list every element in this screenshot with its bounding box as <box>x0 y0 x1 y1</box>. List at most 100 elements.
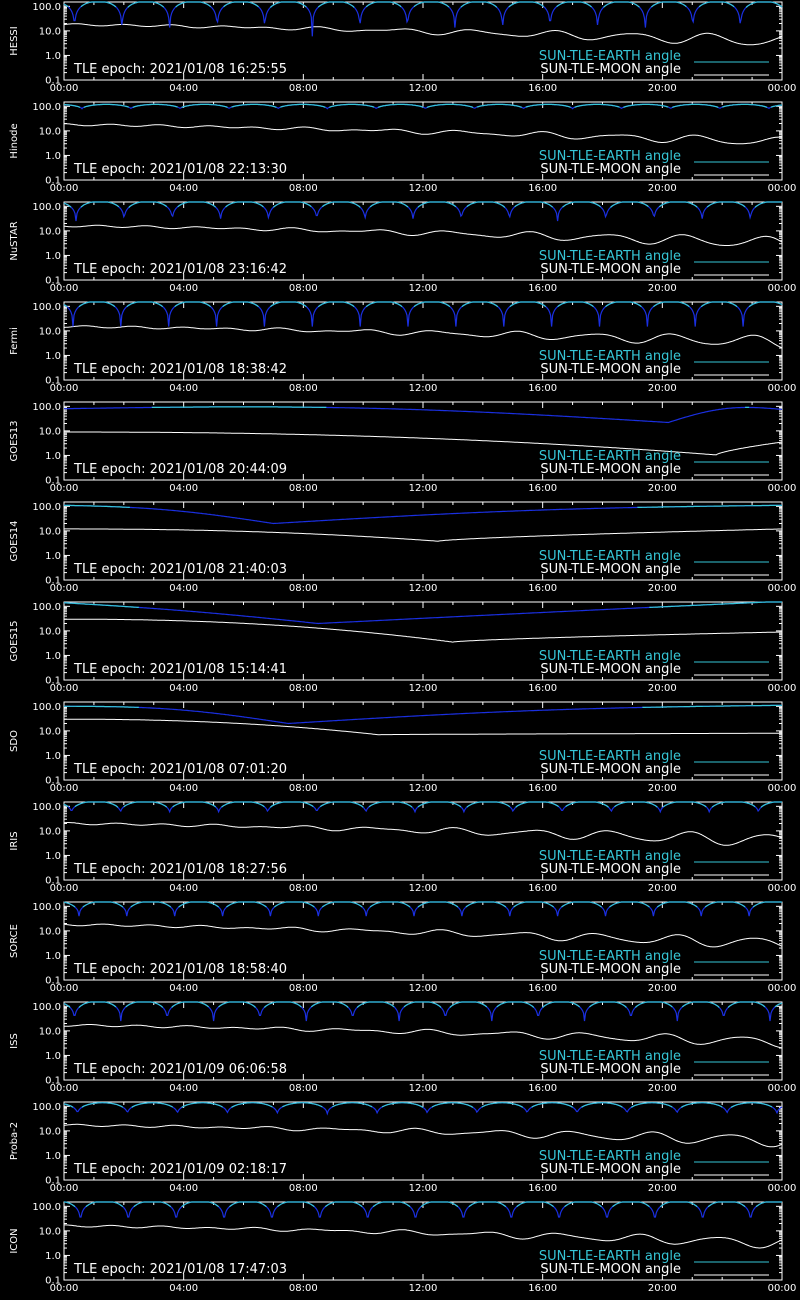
legend-moon-label: SUN-TLE-MOON angle <box>540 62 681 77</box>
y-tick-label: 10.0 <box>39 426 61 437</box>
x-tick-label: 00:00 <box>768 883 797 894</box>
satellite-label-iss: ISS <box>9 1033 20 1049</box>
y-tick-label: 0.1 <box>45 1276 61 1287</box>
legend-earth-label: SUN-TLE-EARTH angle <box>539 49 681 64</box>
legend-earth-label: SUN-TLE-EARTH angle <box>539 349 681 364</box>
moon-angle-series <box>63 23 783 46</box>
x-tick-label: 12:00 <box>409 783 438 794</box>
legend-moon-label: SUN-TLE-MOON angle <box>540 462 681 477</box>
y-tick-label: 0.1 <box>45 176 61 187</box>
y-tick-label: 1.0 <box>45 551 61 562</box>
y-tick-label: 100.0 <box>32 502 61 513</box>
x-tick-label: 00:00 <box>768 83 797 94</box>
x-tick-label: 00:00 <box>768 283 797 294</box>
y-tick-label: 0.1 <box>45 776 61 787</box>
x-tick-label: 00:00 <box>768 383 797 394</box>
x-tick-label: 20:00 <box>648 1183 677 1194</box>
x-tick-label: 00:00 <box>50 683 79 694</box>
tle-epoch-label: TLE epoch: 2021/01/08 15:14:41 <box>73 662 287 677</box>
x-tick-label: 20:00 <box>648 483 677 494</box>
legend-earth-label: SUN-TLE-EARTH angle <box>539 149 681 164</box>
x-tick-label: 16:00 <box>528 683 557 694</box>
x-tick-label: 08:00 <box>289 483 318 494</box>
x-tick-label: 00:00 <box>50 283 79 294</box>
y-tick-label: 10.0 <box>39 926 61 937</box>
y-tick-label: 100.0 <box>32 102 61 113</box>
x-tick-label: 04:00 <box>169 683 198 694</box>
y-tick-label: 0.1 <box>45 1176 61 1187</box>
y-tick-label: 0.1 <box>45 976 61 987</box>
x-tick-label: 00:00 <box>768 183 797 194</box>
y-tick-label: 10.0 <box>39 1226 61 1237</box>
legend-earth-label: SUN-TLE-EARTH angle <box>539 1149 681 1164</box>
earth-angle-highlight <box>63 801 782 808</box>
satellite-label-hinode: Hinode <box>9 123 20 158</box>
legend-earth-label: SUN-TLE-EARTH angle <box>539 549 681 564</box>
x-tick-label: 16:00 <box>528 783 557 794</box>
legend-earth-label: SUN-TLE-EARTH angle <box>539 1249 681 1264</box>
y-tick-label: 0.1 <box>45 876 61 887</box>
x-tick-label: 00:00 <box>50 983 79 994</box>
y-tick-label: 10.0 <box>39 226 61 237</box>
satellite-label-goes13: GOES13 <box>9 420 20 461</box>
legend-moon-label: SUN-TLE-MOON angle <box>540 762 681 777</box>
moon-angle-series <box>63 325 783 349</box>
moon-angle-series <box>63 1123 783 1148</box>
satellite-label-icon: ICON <box>9 1228 20 1253</box>
x-tick-label: 20:00 <box>648 283 677 294</box>
y-tick-label: 1.0 <box>45 751 61 762</box>
y-tick-label: 10.0 <box>39 826 61 837</box>
x-tick-label: 16:00 <box>528 283 557 294</box>
moon-angle-series <box>64 822 783 846</box>
legend-moon-label: SUN-TLE-MOON angle <box>540 1262 681 1277</box>
x-tick-label: 00:00 <box>50 883 79 894</box>
satellite-label-sdo: SDO <box>9 730 20 752</box>
satellite-label-proba-2: Proba-2 <box>9 1122 20 1160</box>
x-tick-label: 08:00 <box>289 383 318 394</box>
x-tick-label: 04:00 <box>169 1083 198 1094</box>
x-tick-label: 20:00 <box>648 683 677 694</box>
tle-epoch-label: TLE epoch: 2021/01/08 23:16:42 <box>73 262 287 277</box>
y-tick-label: 100.0 <box>32 1202 61 1213</box>
y-tick-label: 100.0 <box>32 402 61 413</box>
x-tick-label: 04:00 <box>169 283 198 294</box>
x-tick-label: 00:00 <box>768 583 797 594</box>
earth-angle-series <box>64 504 782 525</box>
satellite-label-nustar: NuSTAR <box>9 221 20 260</box>
y-tick-label: 10.0 <box>39 26 61 37</box>
x-tick-label: 00:00 <box>50 83 79 94</box>
y-tick-label: 100.0 <box>32 1102 61 1113</box>
x-tick-label: 16:00 <box>528 1283 557 1294</box>
y-tick-label: 1.0 <box>45 151 61 162</box>
legend-moon-label: SUN-TLE-MOON angle <box>540 862 681 877</box>
y-tick-label: 10.0 <box>39 1126 61 1137</box>
legend-moon-label: SUN-TLE-MOON angle <box>540 362 681 377</box>
legend-moon-label: SUN-TLE-MOON angle <box>540 962 681 977</box>
tle-epoch-label: TLE epoch: 2021/01/09 06:06:58 <box>73 1062 287 1077</box>
moon-angle-series <box>64 1024 783 1049</box>
y-tick-label: 0.1 <box>45 476 61 487</box>
tle-epoch-label: TLE epoch: 2021/01/08 18:38:42 <box>73 362 287 377</box>
y-tick-label: 0.1 <box>45 1076 61 1087</box>
y-tick-label: 0.1 <box>45 276 61 287</box>
x-tick-label: 00:00 <box>50 583 79 594</box>
x-tick-label: 04:00 <box>169 983 198 994</box>
x-tick-label: 16:00 <box>528 883 557 894</box>
moon-angle-series <box>64 431 783 456</box>
moon-angle-series <box>64 1224 783 1249</box>
y-tick-label: 100.0 <box>32 802 61 813</box>
y-tick-label: 0.1 <box>45 376 61 387</box>
x-tick-label: 08:00 <box>289 1183 318 1194</box>
legend-earth-label: SUN-TLE-EARTH angle <box>539 949 681 964</box>
x-tick-label: 04:00 <box>169 483 198 494</box>
y-tick-label: 1.0 <box>45 951 61 962</box>
x-tick-label: 12:00 <box>409 83 438 94</box>
earth-angle-highlight <box>63 1001 783 1008</box>
x-tick-label: 12:00 <box>409 583 438 594</box>
x-tick-label: 04:00 <box>169 883 198 894</box>
y-tick-label: 100.0 <box>32 2 61 13</box>
x-tick-label: 16:00 <box>528 83 557 94</box>
x-tick-label: 00:00 <box>768 683 797 694</box>
x-tick-label: 20:00 <box>648 183 677 194</box>
